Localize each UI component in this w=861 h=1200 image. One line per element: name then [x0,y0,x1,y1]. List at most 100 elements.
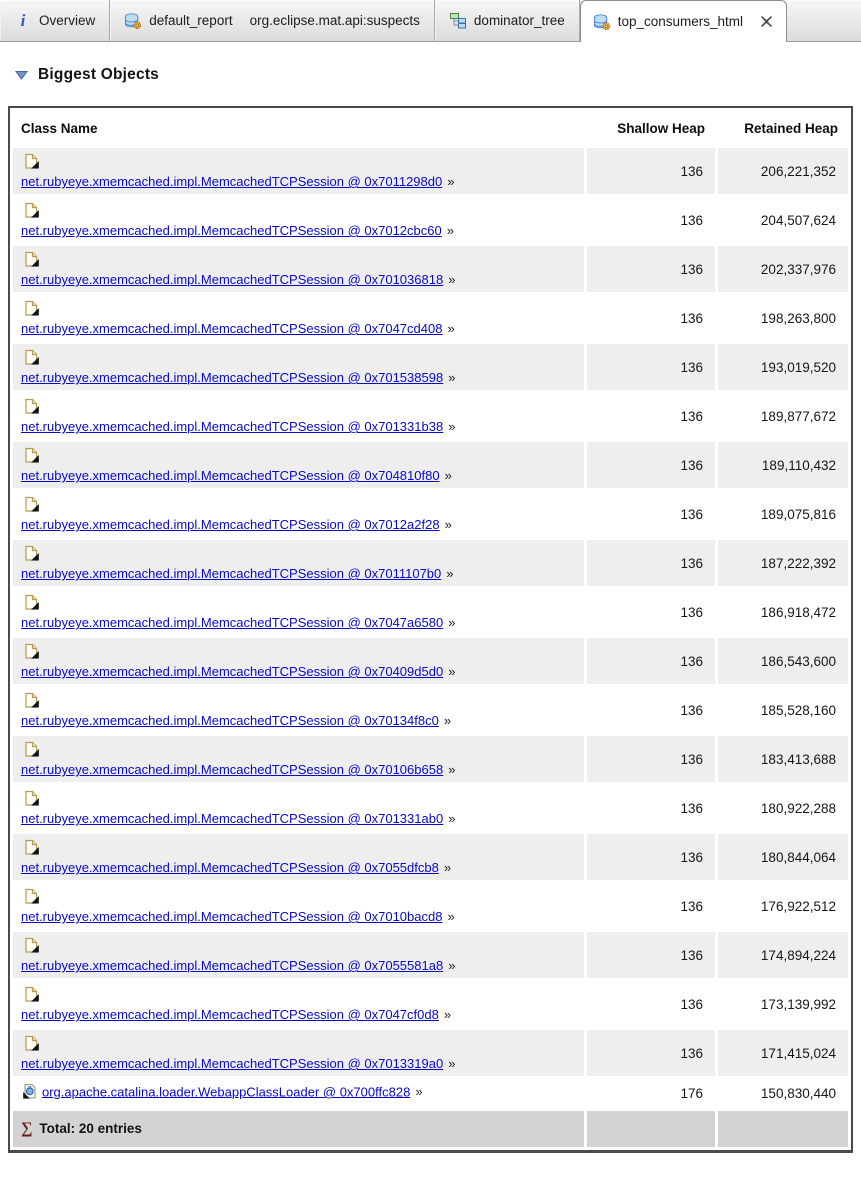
class-name-cell: net.rubyeye.xmemcached.impl.MemcachedTCP… [13,785,584,831]
table-row: net.rubyeye.xmemcached.impl.MemcachedTCP… [13,197,848,243]
object-link[interactable]: org.apache.catalina.loader.WebappClassLo… [42,1084,411,1100]
context-menu-chevron[interactable]: » [448,958,456,973]
retained-heap-value: 174,894,224 [718,932,848,978]
object-link[interactable]: net.rubyeye.xmemcached.impl.MemcachedTCP… [21,713,439,728]
section-title: Biggest Objects [38,66,159,83]
context-menu-chevron[interactable]: » [448,811,456,826]
tab-label: dominator_tree [473,13,565,28]
context-menu-chevron[interactable]: » [448,419,456,434]
retained-heap-value: 206,221,352 [718,148,848,194]
table-row: net.rubyeye.xmemcached.impl.MemcachedTCP… [13,589,848,635]
biggest-objects-table: Class Name Shallow Heap Retained Heap ne… [8,106,853,1153]
tab-dominator-tree[interactable]: dominator_tree [435,0,580,41]
context-menu-chevron[interactable]: » [444,517,452,532]
retained-heap-value: 189,110,432 [718,442,848,488]
table-row: net.rubyeye.xmemcached.impl.MemcachedTCP… [13,834,848,880]
context-menu-chevron[interactable]: » [448,615,456,630]
object-link[interactable]: net.rubyeye.xmemcached.impl.MemcachedTCP… [21,664,444,679]
object-icon [23,300,580,320]
object-link[interactable]: net.rubyeye.xmemcached.impl.MemcachedTCP… [21,958,444,973]
context-menu-chevron[interactable]: » [448,272,456,287]
tab-overview[interactable]: i Overview [0,0,111,41]
object-link[interactable]: net.rubyeye.xmemcached.impl.MemcachedTCP… [21,272,444,287]
table-row: net.rubyeye.xmemcached.impl.MemcachedTCP… [13,932,848,978]
shallow-heap-value: 136 [680,604,703,620]
context-menu-chevron[interactable]: » [443,860,452,875]
shallow-heap-value: 176 [680,1086,703,1101]
retained-heap-value: 185,528,160 [760,702,836,718]
table-row: net.rubyeye.xmemcached.impl.MemcachedTCP… [13,344,848,390]
context-menu-chevron[interactable]: » [448,1056,456,1071]
context-menu-chevron[interactable]: » [447,321,455,336]
object-link[interactable]: net.rubyeye.xmemcached.impl.MemcachedTCP… [21,370,444,385]
object-icon [23,594,580,614]
object-link[interactable]: net.rubyeye.xmemcached.impl.MemcachedTCP… [21,1056,444,1071]
object-link[interactable]: net.rubyeye.xmemcached.impl.MemcachedTCP… [21,1007,439,1022]
tab-top-consumers-html[interactable]: top_consumers_html [579,0,788,42]
context-menu-chevron[interactable]: » [444,468,452,483]
biggest-objects-section-header[interactable]: Biggest Objects [0,42,861,106]
table-row: net.rubyeye.xmemcached.impl.MemcachedTCP… [13,295,848,341]
info-icon: i [20,10,26,30]
context-menu-chevron[interactable]: » [448,664,456,679]
retained-heap-value: 186,543,600 [718,638,848,684]
object-link[interactable]: net.rubyeye.xmemcached.impl.MemcachedTCP… [21,762,444,777]
object-icon [23,888,580,908]
context-menu-chevron[interactable]: » [447,909,455,924]
class-name-cell: net.rubyeye.xmemcached.impl.MemcachedTCP… [13,344,584,390]
classloader-icon [21,1083,38,1103]
object-link[interactable]: net.rubyeye.xmemcached.impl.MemcachedTCP… [21,321,443,336]
object-icon [23,692,580,712]
table-row: net.rubyeye.xmemcached.impl.MemcachedTCP… [13,785,848,831]
object-link[interactable]: net.rubyeye.xmemcached.impl.MemcachedTCP… [21,419,444,434]
collapse-triangle-icon[interactable] [15,70,28,80]
context-menu-chevron[interactable]: » [443,713,452,728]
context-menu-chevron[interactable]: » [443,1007,452,1022]
object-link[interactable]: net.rubyeye.xmemcached.impl.MemcachedTCP… [21,223,442,238]
class-name-cell: net.rubyeye.xmemcached.impl.MemcachedTCP… [13,932,584,978]
shallow-heap-value: 136 [680,800,703,816]
shallow-heap-value: 136 [587,834,715,880]
object-link[interactable]: net.rubyeye.xmemcached.impl.MemcachedTCP… [21,517,440,532]
object-link[interactable]: net.rubyeye.xmemcached.impl.MemcachedTCP… [21,909,443,924]
object-link[interactable]: net.rubyeye.xmemcached.impl.MemcachedTCP… [21,811,444,826]
context-menu-chevron[interactable]: » [415,1084,423,1100]
object-icon [23,741,580,761]
context-menu-chevron[interactable]: » [446,566,454,581]
object-link[interactable]: net.rubyeye.xmemcached.impl.MemcachedTCP… [21,615,444,630]
shallow-heap-value: 136 [680,506,703,522]
tab-label: Overview [39,13,96,28]
retained-heap-value: 193,019,520 [718,344,848,390]
retained-heap-value: 187,222,392 [718,540,848,586]
report-icon [593,13,611,31]
object-link[interactable]: net.rubyeye.xmemcached.impl.MemcachedTCP… [21,468,440,483]
object-icon [23,153,580,173]
context-menu-chevron[interactable]: » [448,370,456,385]
context-menu-chevron[interactable]: » [447,174,455,189]
class-name-cell: net.rubyeye.xmemcached.impl.MemcachedTCP… [13,638,584,684]
table-row: net.rubyeye.xmemcached.impl.MemcachedTCP… [13,540,848,586]
class-name-cell: net.rubyeye.xmemcached.impl.MemcachedTCP… [13,981,584,1027]
close-icon[interactable] [759,14,774,29]
table-body: net.rubyeye.xmemcached.impl.MemcachedTCP… [13,148,848,1108]
object-link[interactable]: net.rubyeye.xmemcached.impl.MemcachedTCP… [21,566,442,581]
class-name-cell: net.rubyeye.xmemcached.impl.MemcachedTCP… [13,736,584,782]
shallow-heap-value: 136 [587,540,715,586]
object-icon [23,447,580,467]
retained-heap-value: 202,337,976 [718,246,848,292]
context-menu-chevron[interactable]: » [446,223,454,238]
shallow-heap-value: 136 [587,736,715,782]
object-icon [23,643,580,663]
object-link[interactable]: net.rubyeye.xmemcached.impl.MemcachedTCP… [21,174,443,189]
tab-default-report[interactable]: default_report org.eclipse.mat.api:suspec… [110,0,435,41]
table-row: net.rubyeye.xmemcached.impl.MemcachedTCP… [13,883,848,929]
context-menu-chevron[interactable]: » [448,762,456,777]
sigma-icon: ∑ [21,1120,33,1137]
object-icon [23,986,580,1006]
total-retained-cell [718,1111,848,1147]
shallow-heap-value: 136 [587,1030,715,1076]
object-link[interactable]: net.rubyeye.xmemcached.impl.MemcachedTCP… [21,860,439,875]
class-name-cell: net.rubyeye.xmemcached.impl.MemcachedTCP… [13,442,584,488]
class-name-cell: net.rubyeye.xmemcached.impl.MemcachedTCP… [13,540,584,586]
class-name-cell: net.rubyeye.xmemcached.impl.MemcachedTCP… [13,393,584,439]
